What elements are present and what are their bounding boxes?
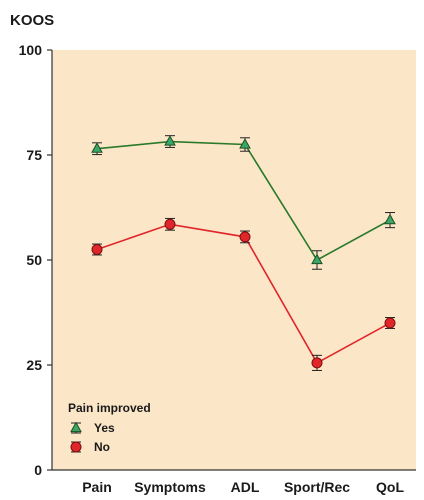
circle-marker [311,357,323,369]
triangle-marker [91,142,103,153]
legend-label: No [94,440,110,454]
legend: Pain improved Yes No [68,401,151,454]
series-layer [91,135,396,371]
triangle-marker [70,421,82,433]
series-yes [91,135,396,270]
plot-area [52,50,416,470]
triangle-marker [311,253,323,265]
triangle-marker [239,138,251,149]
x-category-label: Pain [82,479,112,495]
circle-marker [239,231,251,243]
triangle-marker [164,135,176,146]
circle-marker [70,441,82,453]
x-category-label: ADL [231,479,260,495]
x-category-label: QoL [376,479,404,495]
y-tick-label: 25 [26,357,42,373]
y-tick-label: 100 [19,42,43,58]
circle-marker [91,244,103,255]
legend-label: Yes [94,421,115,435]
y-axis-label: KOOS [10,12,54,29]
y-tick-label: 75 [26,147,42,163]
legend-items: Yes No [70,421,115,454]
y-ticks: 0 25 50 75 100 [19,42,52,478]
legend-title: Pain improved [68,401,151,415]
y-tick-label: 50 [26,252,42,268]
series-no [91,217,396,371]
triangle-marker [384,213,396,225]
circle-marker [384,317,396,329]
circle-marker [164,218,176,230]
x-categories: Pain Symptoms ADL Sport/Rec QoL [82,479,404,495]
x-category-label: Sport/Rec [284,479,350,495]
x-category-label: Symptoms [134,479,206,495]
y-tick-label: 0 [34,462,42,478]
